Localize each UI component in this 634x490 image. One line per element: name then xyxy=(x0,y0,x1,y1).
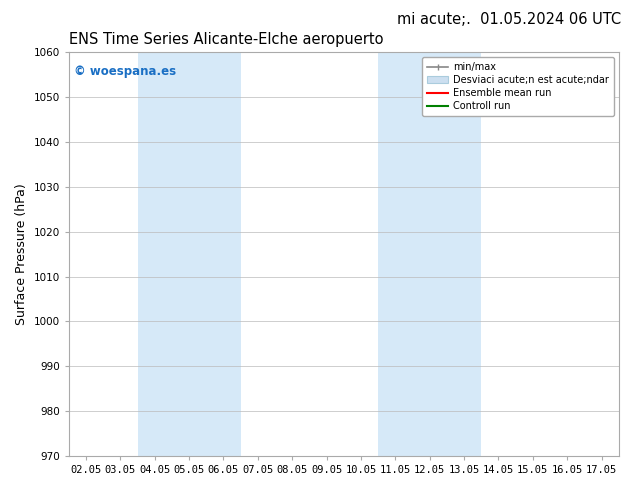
Bar xyxy=(378,52,481,456)
Text: mi acute;.  01.05.2024 06 UTC: mi acute;. 01.05.2024 06 UTC xyxy=(397,12,621,27)
Legend: min/max, Desviaci acute;n est acute;ndar, Ensemble mean run, Controll run: min/max, Desviaci acute;n est acute;ndar… xyxy=(422,57,614,116)
Bar xyxy=(138,52,241,456)
Text: © woespana.es: © woespana.es xyxy=(74,65,176,77)
Y-axis label: Surface Pressure (hPa): Surface Pressure (hPa) xyxy=(15,183,28,325)
Text: ENS Time Series Alicante-Elche aeropuerto: ENS Time Series Alicante-Elche aeropuert… xyxy=(69,32,384,47)
